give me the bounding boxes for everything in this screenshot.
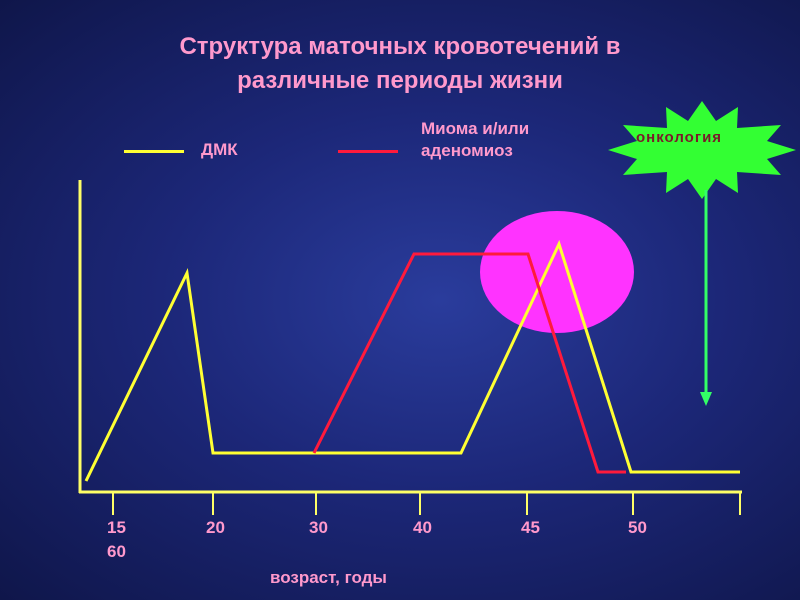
x-tick-label: 45 bbox=[521, 518, 540, 537]
legend-mioma-line1: Миома и/или bbox=[421, 119, 530, 138]
legend-mioma-label: Миома и/или аденомиоз bbox=[421, 118, 529, 162]
x-tick-label: 15 bbox=[107, 518, 126, 537]
x-tick-label: 20 bbox=[206, 518, 225, 537]
arrow-down-icon bbox=[700, 190, 712, 406]
legend-dmk-label: ДМК bbox=[201, 140, 238, 159]
legend-mioma-line2: аденомиоз bbox=[421, 141, 513, 161]
title-line-1: Структура маточных кровотечений в bbox=[179, 33, 621, 60]
oncology-label: онкология bbox=[636, 129, 723, 146]
mioma-curve bbox=[312, 252, 626, 474]
x-ticks bbox=[112, 492, 741, 515]
x-axis-label: возраст, годы bbox=[270, 568, 387, 587]
legend-dmk-line bbox=[124, 150, 184, 153]
starburst-icon bbox=[608, 101, 796, 199]
legend-mioma-line bbox=[338, 150, 398, 153]
x-tick-label: 30 bbox=[309, 518, 328, 537]
x-tick-label: 40 bbox=[413, 518, 432, 537]
chart-title: Структура маточных кровотечений в различ… bbox=[0, 30, 800, 97]
dmk-curve bbox=[84, 239, 740, 482]
x-tick-label: 50 bbox=[628, 518, 647, 537]
highlight-ellipse bbox=[480, 211, 634, 333]
x-tick-label-extra: 60 bbox=[107, 542, 126, 561]
title-line-2: различные периоды жизни bbox=[237, 66, 563, 94]
